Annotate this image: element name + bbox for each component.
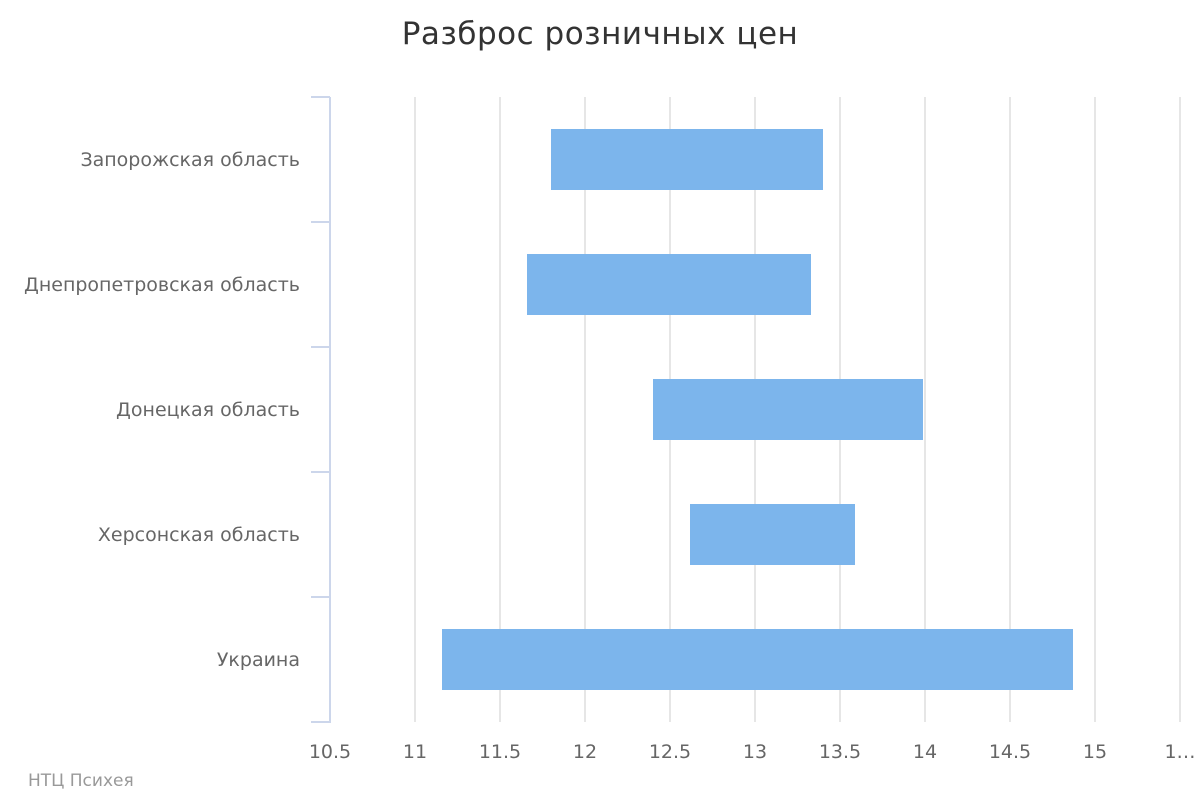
gridline: [499, 97, 501, 722]
range-bar[interactable]: [527, 254, 812, 315]
value-axis-label: 11: [402, 741, 428, 763]
category-label: Херсонская область: [97, 523, 300, 546]
range-bar[interactable]: [551, 129, 823, 190]
category-axis-tick: [311, 221, 330, 223]
category-label: Запорожская область: [80, 148, 300, 171]
value-axis-label: 14: [912, 741, 938, 763]
chart-title: Разброс розничных цен: [401, 16, 799, 52]
value-axis-label: 13: [742, 741, 768, 763]
range-bar[interactable]: [653, 379, 924, 440]
value-axis-label: 14.5: [988, 741, 1032, 763]
range-bar[interactable]: [690, 504, 856, 565]
gridline: [414, 97, 416, 722]
gridline: [1179, 97, 1181, 722]
value-axis-label: 1…: [1164, 741, 1196, 763]
category-axis-tick: [311, 721, 330, 723]
value-axis-label: 11.5: [478, 741, 522, 763]
category-label: Днепропетровская область: [23, 273, 300, 296]
category-axis-tick: [311, 346, 330, 348]
category-axis-tick: [311, 596, 330, 598]
value-axis-label: 13.5: [818, 741, 862, 763]
value-axis-label: 12: [572, 741, 598, 763]
gridline: [924, 97, 926, 722]
category-axis-tick: [311, 96, 330, 98]
gridline: [1009, 97, 1011, 722]
value-axis-label: 12.5: [648, 741, 692, 763]
gridline: [584, 97, 586, 722]
category-axis-line: [329, 97, 331, 723]
category-label: Донецкая область: [116, 398, 300, 421]
category-label: Украина: [216, 648, 300, 671]
credits-label[interactable]: НТЦ Психея: [28, 771, 134, 791]
range-bar[interactable]: [442, 629, 1073, 690]
value-axis-label: 15: [1082, 741, 1108, 763]
category-axis-tick: [311, 471, 330, 473]
gridline: [1094, 97, 1096, 722]
value-axis-label: 10.5: [308, 741, 352, 763]
